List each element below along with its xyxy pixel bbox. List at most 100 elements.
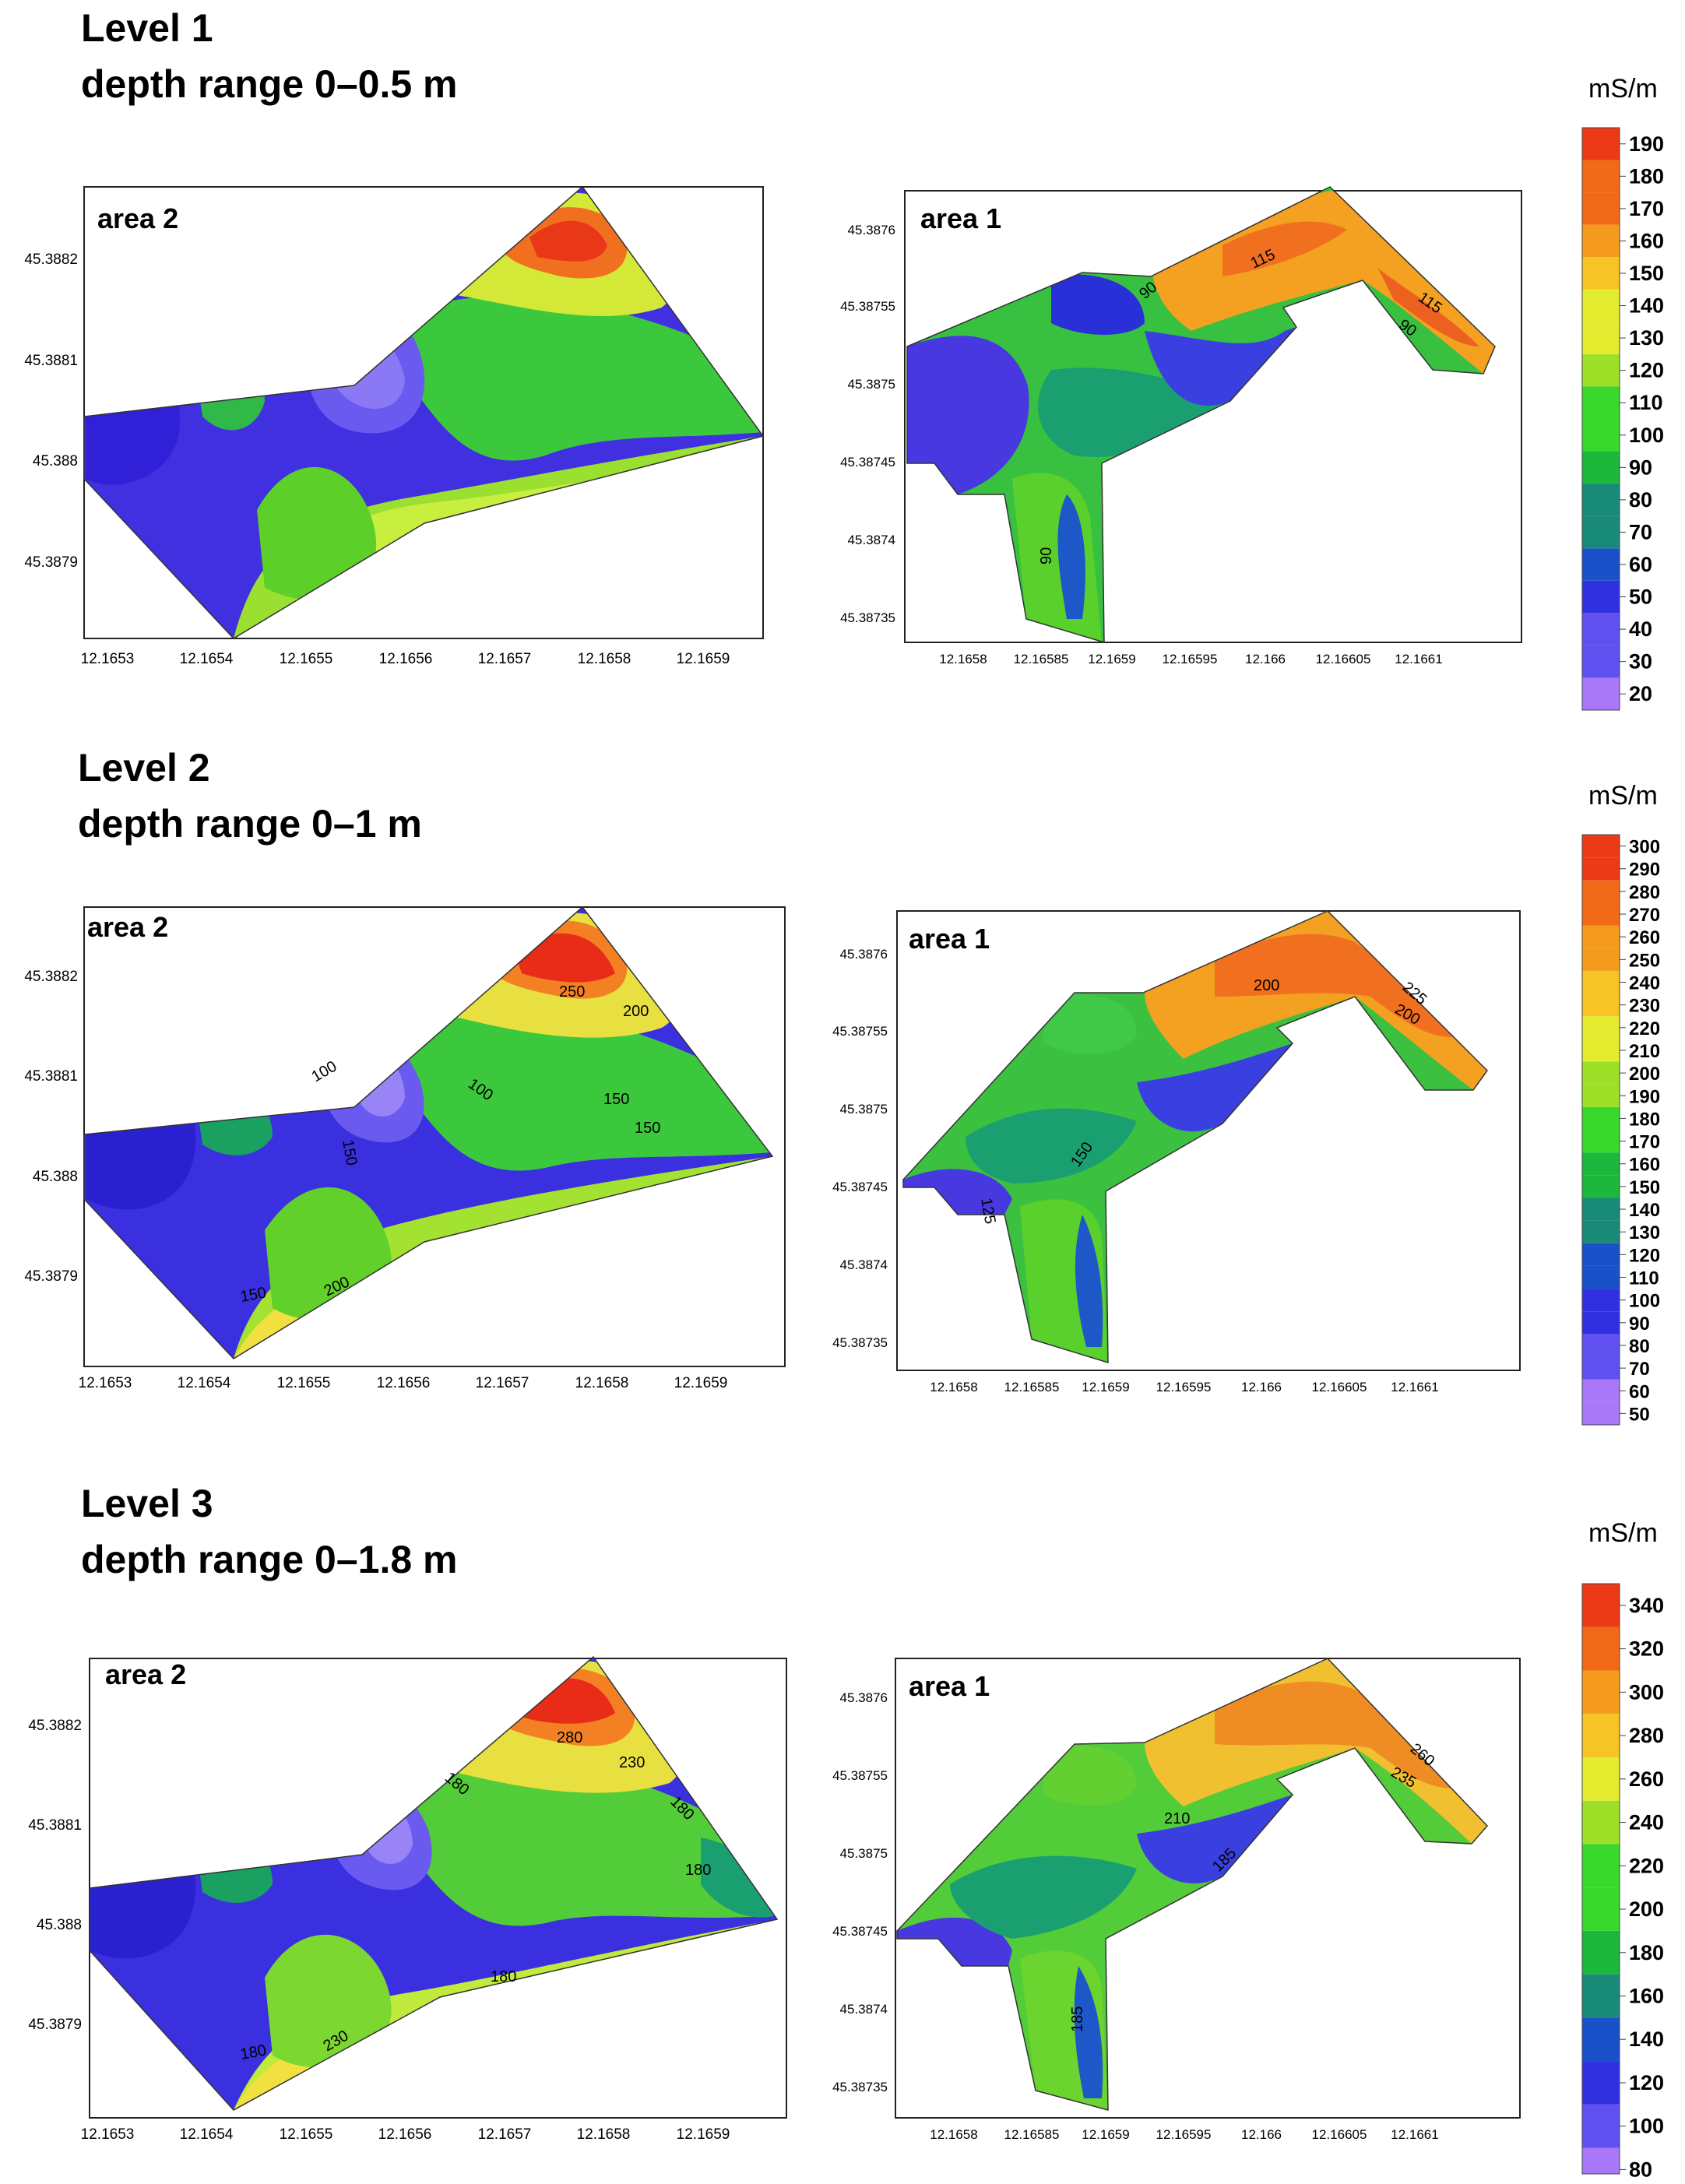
color-scale-tick-label: 290 [1629,860,1660,881]
color-scale-tick-label: 80 [1629,2158,1652,2181]
contour-label: 185 [1069,2006,1086,2032]
color-scale-band [1582,1243,1620,1266]
color-scale-band [1582,1220,1620,1243]
color-scale-band [1582,994,1620,1017]
color-scale-band [1582,2017,1620,2062]
level-2-title: Level 2 depth range 0–1 m [78,740,422,852]
x-axis-ticks: 12.1658 12.16585 12.1659 12.16595 12.166… [930,1380,1438,1394]
color-scale-tick-label: 100 [1629,2115,1664,2138]
color-scale-band [1582,1311,1620,1335]
color-scale-band [1582,1061,1620,1085]
color-scale-band [1582,1974,1620,2018]
y-tick: 45.3875 [840,1846,888,1861]
area-label: area 2 [97,202,178,234]
color-scale-band [1582,1714,1620,1757]
color-scale-tick-label: 180 [1629,1941,1664,1964]
color-scale-tick-label: 190 [1629,1086,1660,1107]
level-3-unit-label: mS/m [1588,1518,1658,1548]
color-scale-band [1582,1584,1620,1627]
color-scale-tick-label: 180 [1629,1109,1660,1130]
x-tick: 12.1653 [79,1375,132,1391]
y-tick: 45.3874 [848,533,895,547]
color-scale-band [1582,1887,1620,1931]
color-scale-tick-label: 100 [1629,1291,1660,1312]
level-2-area-1-map: area 1 200 225 200 150 125 12.1658 12.16… [832,910,1521,1394]
x-tick: 12.16585 [1004,1380,1060,1394]
color-scale-tick-label: 150 [1629,262,1664,285]
level-2-unit-label: mS/m [1588,781,1658,811]
color-scale-band [1582,224,1620,258]
color-scale-tick-label: 60 [1629,1381,1650,1402]
color-scale-band [1582,2061,1620,2105]
y-tick: 45.38735 [832,2080,888,2094]
color-scale-tick-label: 70 [1629,520,1652,543]
x-tick: 12.1658 [575,1375,629,1391]
color-scale-band [1582,1130,1620,1153]
x-tick: 12.1657 [478,651,532,667]
level-depth-range: depth range 0–1.8 m [81,1538,458,1581]
color-scale-tick-label: 110 [1629,391,1663,414]
color-scale-tick-label: 200 [1629,1897,1664,1921]
area-label: area 2 [105,1658,186,1690]
y-tick: 45.38745 [832,1180,888,1194]
contour-label: 200 [1254,977,1279,994]
color-scale-tick-label: 320 [1629,1637,1664,1661]
x-tick: 12.1655 [277,1375,331,1391]
x-tick: 12.1661 [1391,2127,1438,2142]
x-tick: 12.16595 [1156,1380,1212,1394]
color-scale-band [1582,484,1620,516]
color-scale-tick-label: 60 [1629,553,1652,576]
x-tick: 12.1653 [81,2126,135,2143]
color-scale-tick-label: 140 [1629,1200,1660,1221]
y-tick: 45.3876 [840,1690,888,1705]
x-tick: 12.16595 [1156,2127,1212,2142]
color-scale-band [1582,1265,1620,1289]
color-scale-tick-label: 30 [1629,650,1652,673]
color-scale-band [1582,322,1620,354]
color-scale-tick-label: 50 [1629,586,1652,609]
color-scale-tick-label: 160 [1629,1155,1660,1176]
color-scale-band [1582,1198,1620,1221]
color-scale-band [1582,948,1620,971]
y-axis-ticks: 45.3882 45.3881 45.388 45.3879 [24,251,78,571]
color-scale-band [1582,2104,1620,2148]
color-scale-band [1582,1039,1620,1062]
x-tick: 12.1659 [1082,2127,1129,2142]
y-tick: 45.3882 [28,1718,82,1734]
color-scale-band [1582,645,1620,678]
color-scale-tick-label: 260 [1629,927,1660,948]
color-scale-band [1582,128,1620,160]
color-scale-tick-label: 250 [1629,950,1660,971]
color-scale-tick-label: 20 [1629,682,1652,705]
color-scale-tick-label: 130 [1629,1222,1660,1243]
y-tick: 45.3875 [848,377,895,392]
color-scale-tick-label: 210 [1629,1041,1660,1062]
color-scale-tick-label: 150 [1629,1177,1660,1198]
y-tick: 45.3879 [28,2017,82,2033]
color-scale-frame [1581,1583,1620,2175]
color-scale-band [1582,1800,1620,1845]
x-tick: 12.16585 [1014,652,1069,666]
contour-label: 180 [685,1862,711,1879]
color-scale-band [1582,2147,1620,2174]
x-tick: 12.1656 [377,1375,431,1391]
x-axis-ticks: 12.1653 12.1654 12.1655 12.1656 12.1657 … [79,1375,728,1391]
color-scale-tick-label: 240 [1629,1811,1664,1834]
y-tick: 45.3879 [24,554,78,571]
x-tick: 12.1659 [1082,1380,1129,1394]
color-scale-band [1582,835,1620,858]
x-tick: 12.1661 [1391,1380,1438,1394]
y-tick: 45.38735 [832,1335,888,1350]
x-tick: 12.1655 [280,2126,333,2143]
color-scale-tick-label: 130 [1629,326,1664,350]
color-scale-tick-label: 180 [1629,164,1664,188]
contour-label: 280 [557,1729,582,1746]
color-scale-tick-label: 160 [1629,229,1664,252]
color-scale-band [1582,970,1620,994]
color-scale-band [1582,386,1620,419]
level-title-text: Level 3 [81,1482,213,1525]
color-scale-tick-label: 170 [1629,197,1664,220]
color-scale-tick-label: 220 [1629,1854,1664,1877]
color-scale-band [1582,1106,1620,1130]
y-tick: 45.3874 [840,2002,888,2017]
